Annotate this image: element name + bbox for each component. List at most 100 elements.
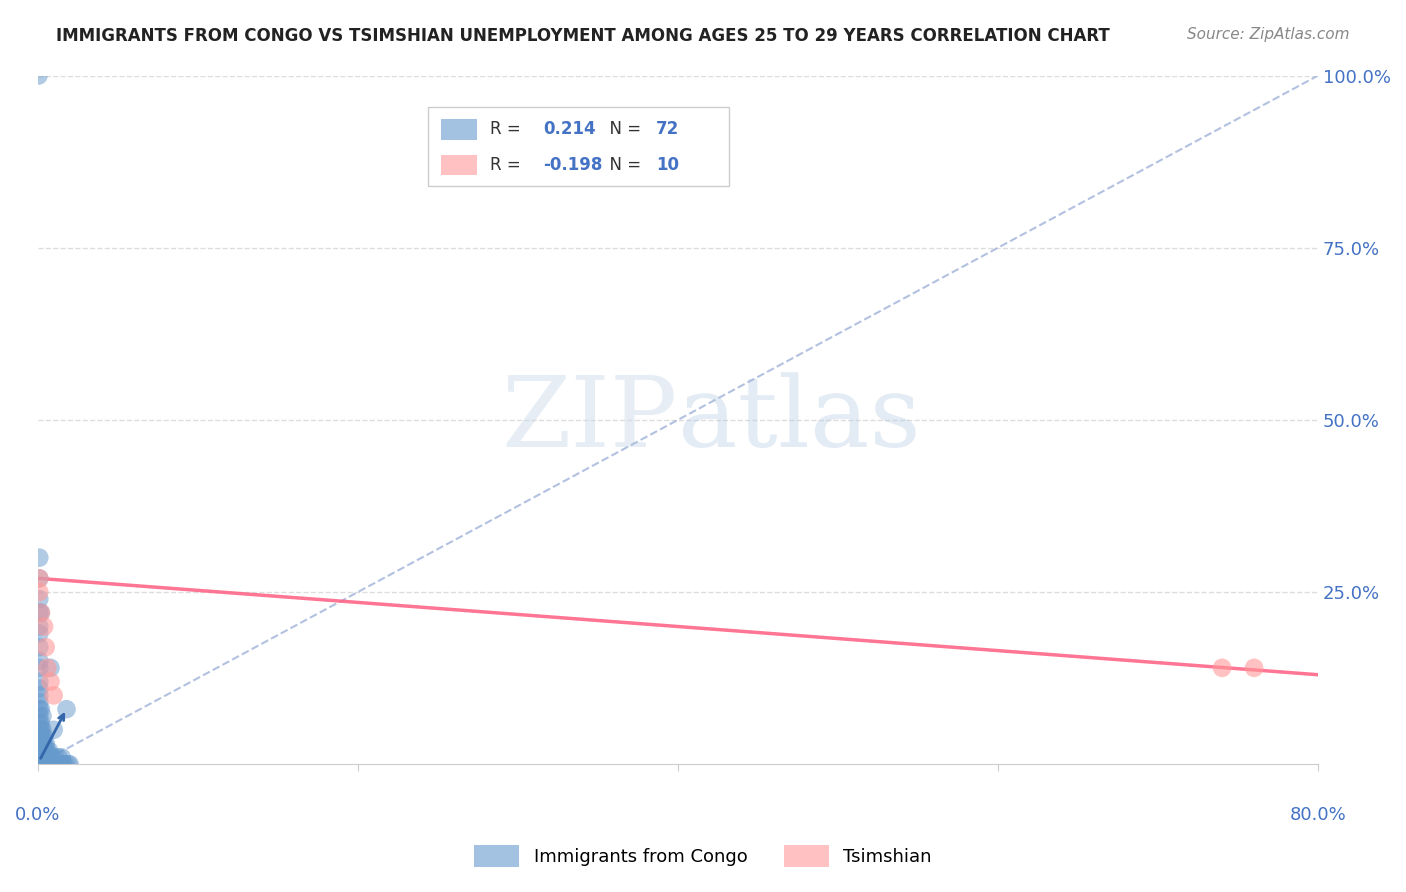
Point [1243,661,1265,675]
Point [30,723,52,737]
Point [39,674,62,689]
Point [28,626,51,640]
Point [31,750,53,764]
Point [28,723,51,737]
Point [32,737,55,751]
Point [30,750,52,764]
Point [28,715,51,730]
Point [28,585,51,599]
Point [28,550,51,565]
Point [31,709,53,723]
Point [48,750,70,764]
Point [53,757,76,772]
Point [31,723,53,737]
Point [48,757,70,772]
Point [37,757,59,772]
Point [34,640,56,655]
Text: 0.0%: 0.0% [15,805,60,823]
Point [30,606,52,620]
Point [51,757,73,772]
Text: R =: R = [489,120,526,138]
Point [38,743,60,757]
Point [31,757,53,772]
Point [39,661,62,675]
Point [49,757,72,772]
Point [28,661,51,675]
Point [41,750,63,764]
Text: Source: ZipAtlas.com: Source: ZipAtlas.com [1187,27,1350,42]
Point [59,757,82,772]
Point [42,723,65,737]
Point [32,730,55,744]
Point [44,757,66,772]
Text: atlas: atlas [678,372,921,467]
Point [55,702,77,716]
Point [28,674,51,689]
Text: 0.214: 0.214 [544,120,596,138]
Point [41,757,63,772]
Point [42,757,65,772]
Point [37,743,59,757]
Point [28,640,51,655]
Point [30,702,52,716]
Point [28,619,51,633]
Point [30,730,52,744]
Point [30,606,52,620]
Point [30,737,52,751]
Point [27,69,49,83]
Point [28,757,51,772]
FancyBboxPatch shape [429,106,730,186]
FancyBboxPatch shape [441,119,477,139]
Point [28,737,51,751]
Point [34,743,56,757]
Point [28,606,51,620]
Text: N =: N = [599,156,645,174]
Point [44,750,66,764]
Point [28,591,51,606]
Point [31,737,53,751]
Point [34,757,56,772]
Point [31,730,53,744]
Point [30,715,52,730]
Point [30,757,52,772]
Point [30,743,52,757]
Point [28,571,51,585]
Text: 10: 10 [657,156,679,174]
Point [38,750,60,764]
Point [28,695,51,709]
Text: -0.198: -0.198 [544,156,603,174]
Text: R =: R = [489,156,526,174]
Point [42,689,65,703]
Point [51,750,73,764]
Text: 80.0%: 80.0% [1289,805,1347,823]
Point [32,619,55,633]
Text: ZIP: ZIP [502,372,678,467]
Point [28,743,51,757]
Point [28,571,51,585]
Point [37,750,59,764]
Point [28,750,51,764]
Point [28,702,51,716]
Text: N =: N = [599,120,645,138]
Legend: Immigrants from Congo, Tsimshian: Immigrants from Congo, Tsimshian [467,838,939,874]
Point [38,757,60,772]
Point [1211,661,1233,675]
Point [28,654,51,668]
Point [34,737,56,751]
Point [28,709,51,723]
Text: IMMIGRANTS FROM CONGO VS TSIMSHIAN UNEMPLOYMENT AMONG AGES 25 TO 29 YEARS CORREL: IMMIGRANTS FROM CONGO VS TSIMSHIAN UNEMP… [56,27,1109,45]
FancyBboxPatch shape [441,154,477,176]
Point [32,757,55,772]
Text: 72: 72 [657,120,679,138]
Point [45,757,67,772]
Point [34,750,56,764]
Point [32,750,55,764]
Point [39,757,62,772]
Point [28,681,51,696]
Point [31,743,53,757]
Point [56,757,79,772]
Point [32,743,55,757]
Point [52,757,75,772]
Point [28,689,51,703]
Point [28,730,51,744]
